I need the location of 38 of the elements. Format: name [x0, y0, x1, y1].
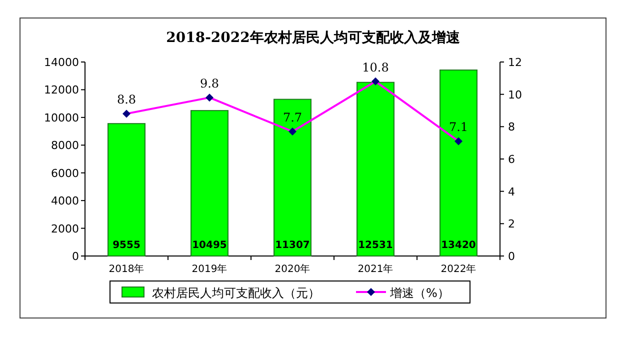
data-label: 13420: [441, 240, 476, 251]
bar: [190, 110, 228, 256]
y-tick-label: 4000: [51, 194, 79, 208]
y-tick-label: 10000: [44, 111, 79, 124]
y2-tick-label: 10: [508, 88, 522, 102]
x-tick-label: 2020年: [274, 263, 310, 275]
y-tick-label: 8000: [51, 139, 79, 152]
y-tick-label: 12000: [44, 84, 79, 97]
y2-tick-label: 8: [508, 120, 515, 134]
x-tick-label: 2022年: [440, 263, 476, 275]
bar: [356, 82, 394, 256]
y2-tick-label: 0: [508, 250, 515, 263]
data-label: 10.8: [362, 60, 389, 74]
bar: [274, 98, 312, 256]
chart-title: 2018-2022年农村居民人均可支配收入及增速: [166, 30, 461, 46]
y-tick-label: 0: [72, 250, 79, 263]
bar: [440, 70, 478, 256]
y-tick-label: 14000: [44, 56, 79, 69]
data-label: 7.7: [282, 110, 302, 125]
data-label: 9555: [112, 240, 140, 251]
x-tick-label: 2019年: [192, 263, 228, 275]
data-label: 12531: [358, 240, 393, 251]
legend-label: 农村居民人均可支配收入（元）: [152, 286, 320, 300]
y-tick-label: 6000: [51, 166, 79, 180]
y-tick-label: 2000: [51, 222, 79, 236]
data-label: 8.8: [116, 92, 136, 107]
y2-tick-label: 6: [508, 153, 515, 166]
y2-tick-label: 12: [508, 56, 522, 69]
y2-tick-label: 4: [508, 185, 515, 198]
data-label: 11307: [275, 240, 310, 251]
data-label: 7.1: [448, 120, 468, 134]
data-label: 9.8: [200, 76, 220, 91]
y2-tick-label: 2: [508, 218, 515, 231]
x-tick-label: 2021年: [358, 263, 394, 275]
x-tick-label: 2018年: [108, 263, 144, 275]
bar: [108, 123, 146, 256]
data-label: 10495: [192, 240, 227, 251]
legend-label: 增速（%）: [389, 286, 450, 300]
